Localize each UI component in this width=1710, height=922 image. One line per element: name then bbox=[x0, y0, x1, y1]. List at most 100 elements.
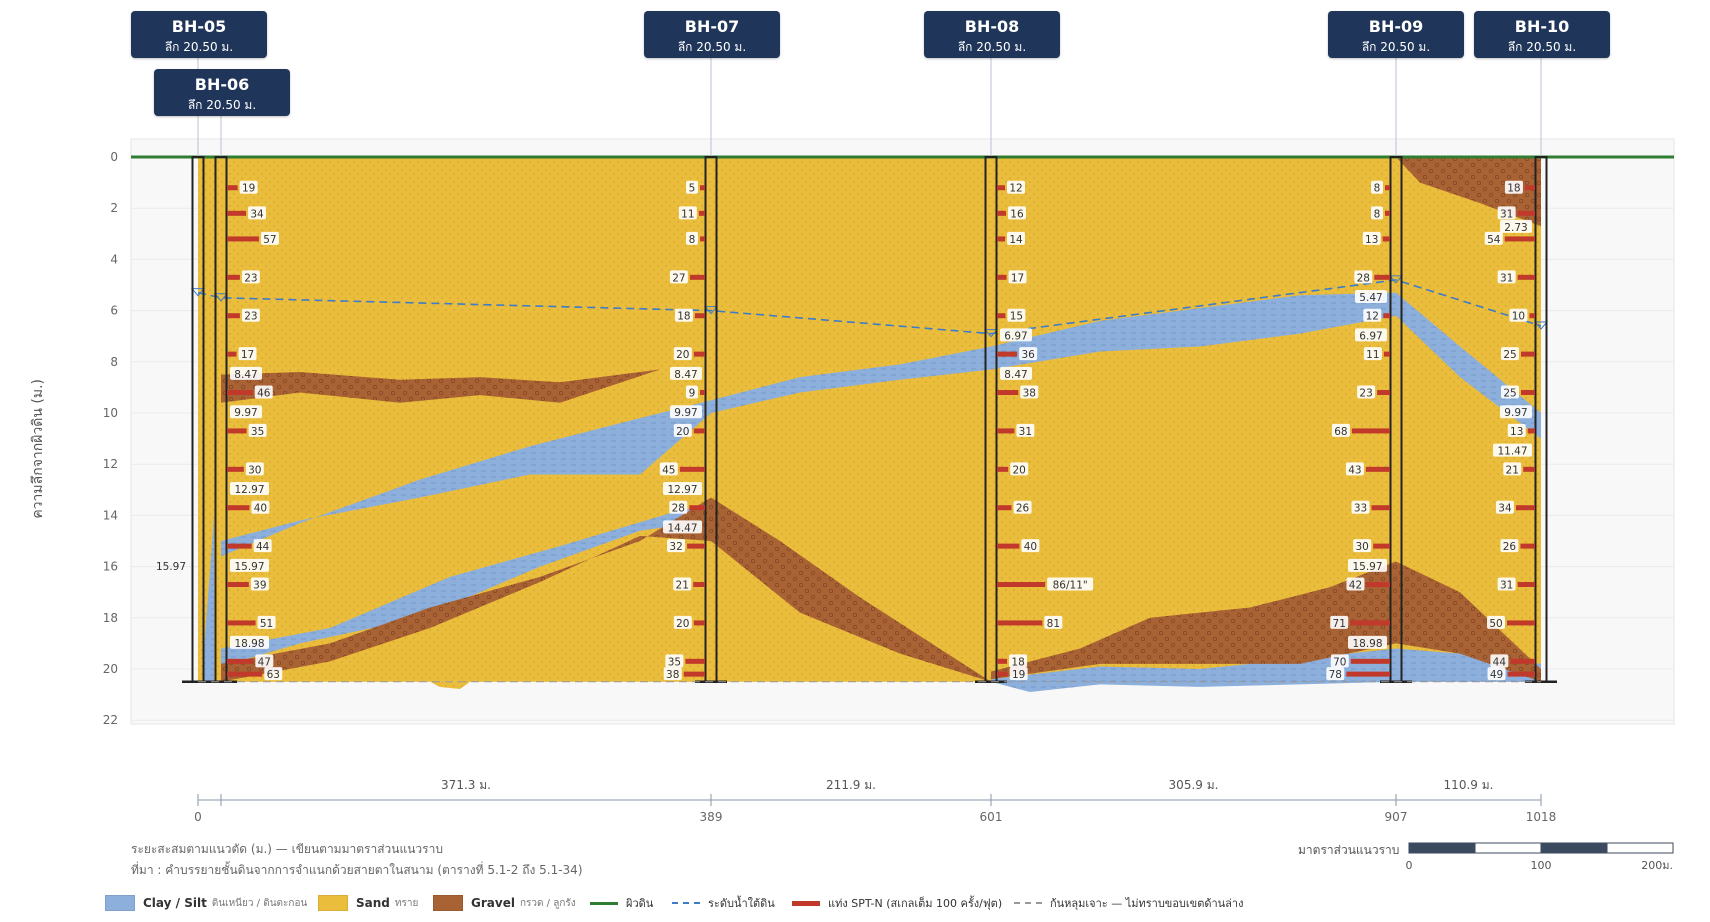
spt-bar bbox=[227, 428, 247, 434]
spt-label-bg bbox=[254, 385, 273, 399]
spt-value: 9.97 bbox=[674, 407, 697, 419]
water-table-marker bbox=[213, 293, 229, 302]
spt-label-bg bbox=[1500, 539, 1519, 553]
legend-item-water: ระดับน้ำใต้ดิน bbox=[672, 892, 780, 914]
borehole-tag-bh-05: BH-05 ลึก 20.50 ม. bbox=[131, 11, 267, 58]
spt-label-bg bbox=[1007, 308, 1026, 322]
spt-value: 38 bbox=[1023, 388, 1036, 400]
spt-value: 57 bbox=[263, 234, 276, 246]
spt-value: 38 bbox=[666, 669, 679, 681]
spt-bar bbox=[997, 313, 1006, 319]
water-table bbox=[190, 275, 1549, 338]
spt-bar bbox=[693, 351, 705, 357]
legend-item-sand: Sand ทราย bbox=[318, 892, 418, 914]
spt-bar bbox=[227, 236, 259, 242]
spt-value: 19 bbox=[1012, 669, 1025, 681]
y-tick-label: 20 bbox=[103, 662, 118, 676]
spt-value: 16 bbox=[1010, 208, 1024, 220]
spt-value: 23 bbox=[244, 272, 257, 284]
spt-label-bg bbox=[1007, 231, 1025, 245]
spt-label-bg bbox=[1016, 423, 1035, 437]
spt-label-bg bbox=[1500, 405, 1532, 419]
spt-value: 20 bbox=[1013, 464, 1026, 476]
spt-value: 12 bbox=[1009, 183, 1022, 195]
legend-swatch bbox=[1014, 902, 1042, 904]
spt-bar bbox=[997, 210, 1006, 216]
spt-label-bg bbox=[1487, 615, 1505, 629]
spt-value: 30 bbox=[1356, 541, 1369, 553]
spt-label-bg bbox=[253, 539, 272, 553]
spt-bar bbox=[997, 658, 1008, 664]
spt-value: 25 bbox=[1503, 388, 1516, 400]
spt-value: 8.47 bbox=[234, 369, 257, 381]
bh05-clay bbox=[203, 515, 214, 682]
spt-bar bbox=[699, 390, 705, 396]
spt-value: 8 bbox=[1374, 183, 1381, 195]
spt-value: 25 bbox=[1503, 349, 1516, 361]
spt-bar bbox=[227, 185, 238, 191]
spt-label-bg bbox=[241, 270, 260, 284]
spt-value: 10 bbox=[1512, 311, 1525, 323]
borehole-name: BH-10 bbox=[1514, 17, 1570, 36]
spt-value: 44 bbox=[256, 541, 270, 553]
spt-value: 81 bbox=[1047, 618, 1060, 630]
spt-label-bg bbox=[1507, 423, 1526, 437]
soil-layers bbox=[131, 155, 1674, 693]
spt-label-bg bbox=[1331, 423, 1350, 437]
spt-label-bg bbox=[1351, 500, 1370, 514]
spt-bar bbox=[997, 505, 1012, 511]
spt-label-bg bbox=[665, 654, 684, 668]
spt-bar bbox=[997, 582, 1046, 588]
spt-label-bg bbox=[230, 635, 269, 649]
spt-bar bbox=[693, 620, 705, 626]
spt-label-bg bbox=[667, 539, 686, 553]
spt-label-bg bbox=[1009, 667, 1028, 681]
spt-value: 23 bbox=[244, 311, 257, 323]
spt-value: 39 bbox=[253, 580, 266, 592]
spt-value: 6.97 bbox=[1359, 330, 1382, 342]
spt-label-bg bbox=[260, 231, 279, 245]
spt-label-bg bbox=[1345, 462, 1364, 476]
spt-label-bg bbox=[1495, 500, 1514, 514]
spt-label-bg bbox=[1490, 654, 1509, 668]
spt-label-bg bbox=[1013, 500, 1032, 514]
y-tick-label: 12 bbox=[103, 457, 118, 471]
spt-value: 12 bbox=[1366, 311, 1379, 323]
spt-label-bg bbox=[1497, 206, 1516, 220]
spt-value: 15 bbox=[1010, 311, 1023, 323]
spt-label-bg bbox=[1008, 270, 1027, 284]
gravel-band bbox=[221, 497, 991, 682]
spt-bar bbox=[1383, 313, 1390, 319]
spt-value: 13 bbox=[1510, 426, 1523, 438]
borehole-name: BH-06 bbox=[194, 75, 250, 94]
spt-label-bg bbox=[685, 385, 698, 399]
spt-bar bbox=[997, 274, 1007, 280]
spt-label-bg bbox=[1348, 635, 1387, 649]
spt-value: 8 bbox=[689, 234, 696, 246]
spt-value: 21 bbox=[1506, 464, 1519, 476]
spt-value: 13 bbox=[1365, 234, 1378, 246]
spt-label-bg bbox=[659, 462, 678, 476]
spt-bar bbox=[997, 543, 1020, 549]
legend-swatch bbox=[318, 895, 348, 911]
spt-value: 17 bbox=[1011, 272, 1024, 284]
spt-value: 9.97 bbox=[1504, 407, 1527, 419]
spt-value: 2.73 bbox=[1504, 222, 1527, 234]
spt-value: 46 bbox=[257, 388, 271, 400]
spt-value: 14.47 bbox=[667, 522, 697, 534]
spt-label-bg bbox=[1019, 347, 1038, 361]
y-tick-label: 2 bbox=[110, 201, 118, 215]
spt-label-bg bbox=[673, 615, 692, 629]
spt-label-bg bbox=[1355, 328, 1387, 342]
spt-label-bg bbox=[1363, 347, 1382, 361]
spt-value: 45 bbox=[662, 464, 675, 476]
spacing-label: 371.3 ม. bbox=[441, 778, 491, 792]
spt-label-bg bbox=[1363, 308, 1382, 322]
spt-label-bg bbox=[1330, 654, 1349, 668]
chainage-label: 1018 bbox=[1526, 810, 1557, 824]
spt-bar bbox=[1350, 658, 1390, 664]
y-tick-label: 4 bbox=[110, 252, 118, 266]
spt-bar bbox=[227, 505, 250, 511]
spt-bar bbox=[1521, 351, 1535, 357]
